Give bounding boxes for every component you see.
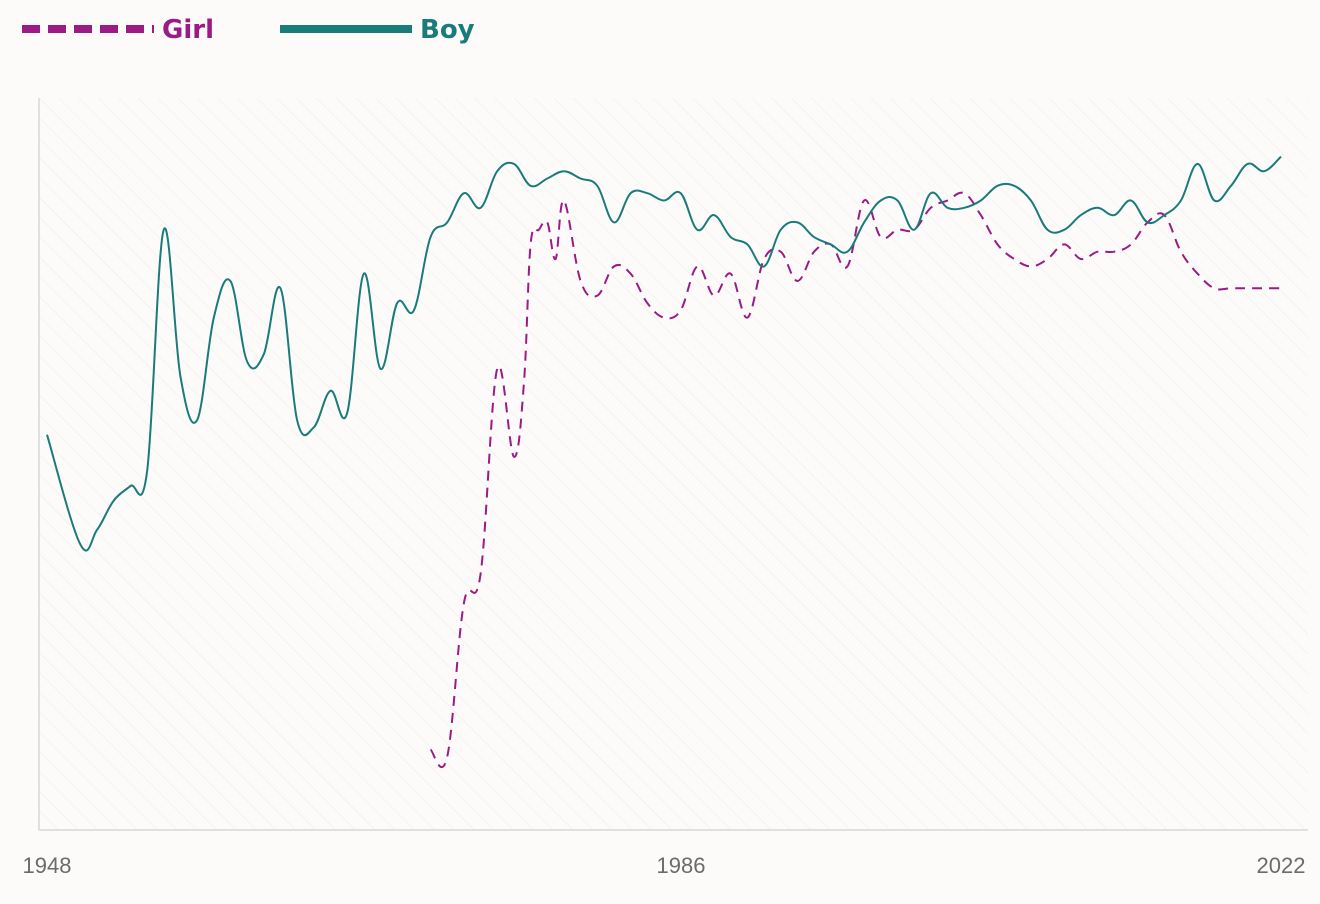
legend: Girl Boy <box>22 15 475 45</box>
legend-label-girl: Girl <box>162 15 214 45</box>
x-tick-label-1986: 1986 <box>657 853 706 878</box>
legend-label-boy: Boy <box>420 15 475 45</box>
x-tick-label-2022: 2022 <box>1257 853 1306 878</box>
series-group <box>46 155 1282 768</box>
plot-area <box>39 98 1308 829</box>
series-line-girl <box>429 191 1281 768</box>
x-tick-label-1948: 1948 <box>23 853 72 878</box>
series-line-boy <box>46 155 1282 552</box>
